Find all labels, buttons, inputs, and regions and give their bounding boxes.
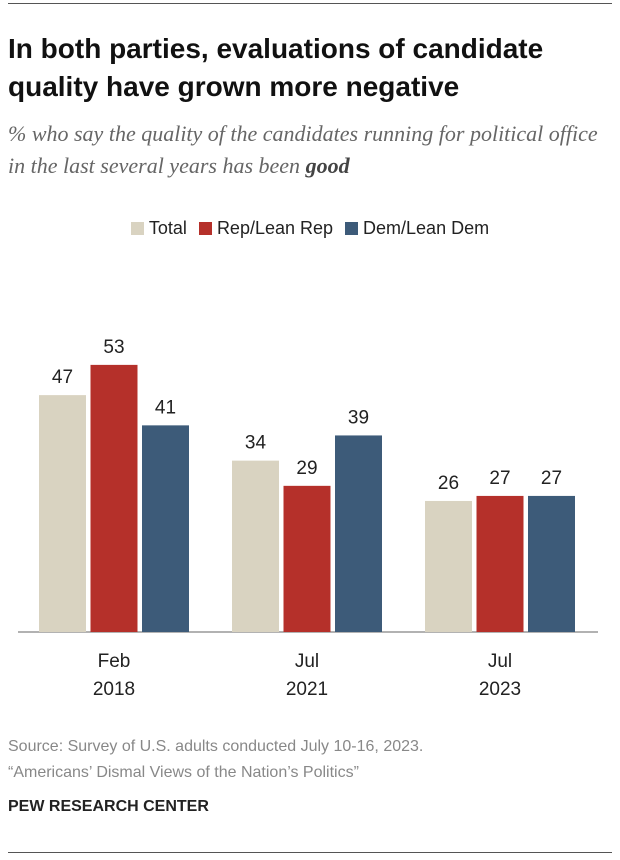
value-label: 26 <box>438 473 459 494</box>
bar <box>142 425 189 632</box>
value-label: 53 <box>103 337 124 358</box>
value-label: 27 <box>489 468 510 489</box>
bar <box>476 495 524 632</box>
bar <box>90 364 138 632</box>
value-label: 47 <box>52 367 73 388</box>
legend-swatch <box>198 222 212 235</box>
subtitle-emphasis: good <box>305 153 350 178</box>
footer: PEW RESEARCH CENTER <box>8 798 209 815</box>
legend-swatch <box>345 222 359 235</box>
chart-title: In both parties, evaluations of candidat… <box>8 33 544 102</box>
source-line: “Americans’ Dismal Views of the Nation’s… <box>8 764 359 781</box>
legend-label: Rep/Lean Rep <box>216 218 334 238</box>
value-label: 27 <box>541 468 562 489</box>
x-tick-label: Jul 2021 <box>285 651 329 700</box>
chart-subtitle: % who say the quality of the candidates … <box>8 118 608 182</box>
legend: Total Rep/Lean Rep Dem/Lean Dem <box>0 218 620 239</box>
value-label: 34 <box>245 433 267 454</box>
source: Source: Survey of U.S. adults conducted … <box>8 734 423 786</box>
x-tick-label: Feb 2018 <box>92 651 136 700</box>
value-label: 39 <box>348 407 369 428</box>
bar <box>232 460 279 632</box>
value-label: 29 <box>296 458 317 479</box>
value-label: 41 <box>155 397 176 418</box>
legend-label: Dem/Lean Dem <box>363 218 490 238</box>
bottom-rule <box>8 852 612 853</box>
bar <box>39 395 86 632</box>
bar <box>335 435 382 632</box>
bar <box>425 500 472 632</box>
legend-item: Total <box>130 218 187 239</box>
source-line: Source: Survey of U.S. adults conducted … <box>8 738 424 755</box>
subtitle-text: % who say the quality of the candidates … <box>8 121 598 178</box>
top-rule <box>8 3 612 4</box>
bar <box>283 485 331 632</box>
bar <box>528 495 575 632</box>
legend-label: Total <box>148 218 187 238</box>
legend-swatch <box>130 222 144 235</box>
x-tick-label: Jul 2023 <box>478 651 522 700</box>
legend-item: Rep/Lean Rep <box>198 218 334 239</box>
legend-item: Dem/Lean Dem <box>345 218 489 239</box>
